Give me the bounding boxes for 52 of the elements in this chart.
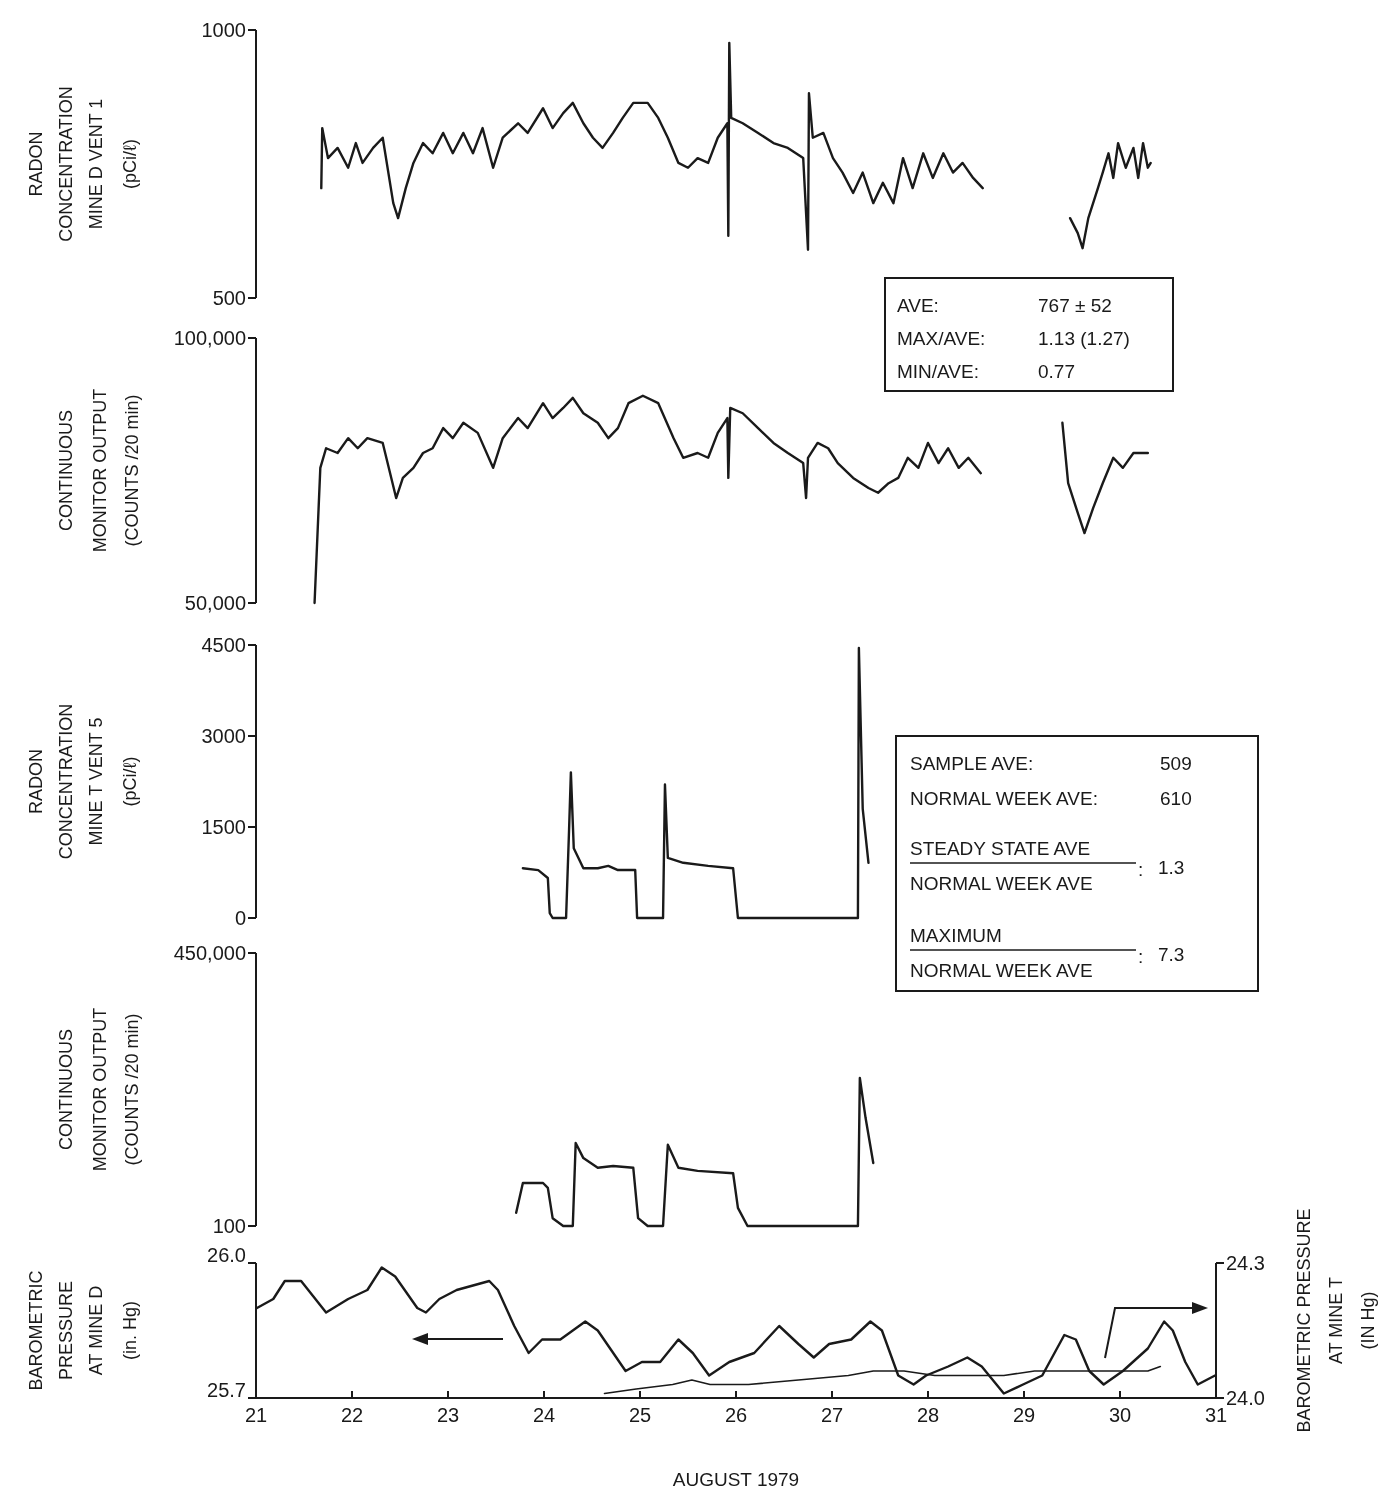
x-tick-label: 22 [340, 1404, 364, 1426]
x-tick-label: 24 [532, 1404, 556, 1426]
y-tick-label: 100 [212, 1215, 246, 1237]
x-tick-label: 27 [820, 1404, 844, 1426]
annotation: MIN/AVE: [897, 361, 979, 382]
y-tick-label: 50,000 [184, 592, 246, 614]
y-axis-title: CONTINUOUS MONITOR OUTPUT (COUNTS /20 min) [56, 1007, 142, 1172]
annotation: MAX/AVE: [897, 328, 986, 349]
y2-axis-title: BAROMETRIC PRESSURE AT MINE T (IN Hg) [1294, 1208, 1378, 1433]
y2-tick-label: 24.0 [1226, 1387, 1265, 1409]
y-tick-label: 450,000 [173, 942, 246, 964]
y-tick-label: 1000 [201, 19, 246, 41]
annotation: 7.3 [1158, 944, 1185, 965]
y-axis-title: RADON CONCENTRATION MINE T VENT 5 (pCi/ℓ) [26, 703, 140, 860]
y-tick-label: 0 [234, 907, 246, 929]
y-tick-label: 26.0 [207, 1244, 246, 1266]
y-tick-label: 3000 [201, 725, 246, 747]
annotation: STEADY STATE AVE [910, 838, 1091, 859]
x-tick-label: 23 [436, 1404, 460, 1426]
annotation: NORMAL WEEK AVE [910, 873, 1093, 894]
annotation: : [1138, 859, 1144, 880]
annotation: NORMAL WEEK AVE: [910, 788, 1098, 809]
line-series [514, 1076, 875, 1228]
y-tick-label: 100,000 [173, 327, 246, 349]
annotation: 0.77 [1038, 361, 1075, 382]
x-tick-label: 25 [628, 1404, 652, 1426]
x-tick-label: 26 [724, 1404, 748, 1426]
text: MAXIMUM [910, 925, 1002, 946]
x-tick-label: 29 [1012, 1404, 1036, 1426]
y-axis-title: RADON CONCENTRATION MINE D VENT 1 (pCi/ℓ) [26, 86, 140, 242]
annotation: AVE: [897, 295, 939, 316]
x-axis-title: AUGUST 1979 [672, 1469, 800, 1490]
x-tick-label: 31 [1204, 1404, 1228, 1426]
y-tick-label: 1500 [201, 816, 246, 838]
annotation: NORMAL WEEK AVE [910, 960, 1093, 981]
annotation: : [1138, 946, 1144, 967]
x-tick-label: 28 [916, 1404, 940, 1426]
annotation: 509 [1160, 753, 1192, 774]
y-axis-title: CONTINUOUS MONITOR OUTPUT (COUNTS /20 min) [56, 388, 142, 553]
annotation: 1.13 (1.27) [1038, 328, 1130, 349]
y-tick-label: 500 [212, 287, 246, 309]
y-tick-label: 4500 [201, 634, 246, 656]
y-axis-title: BAROMETRIC PRESSURE AT MINE D (in. Hg) [26, 1270, 140, 1391]
annotation: 767 ± 52 [1038, 295, 1112, 316]
y2-tick-label: 24.3 [1226, 1252, 1265, 1274]
annotation: 610 [1160, 788, 1192, 809]
line-series [521, 646, 870, 920]
x-tick-label: 30 [1108, 1404, 1132, 1426]
x-tick-label: 21 [244, 1404, 268, 1426]
annotation: SAMPLE AVE: [910, 753, 1034, 774]
y-tick-label: 25.7 [207, 1379, 246, 1401]
annotation: 1.3 [1158, 857, 1185, 878]
